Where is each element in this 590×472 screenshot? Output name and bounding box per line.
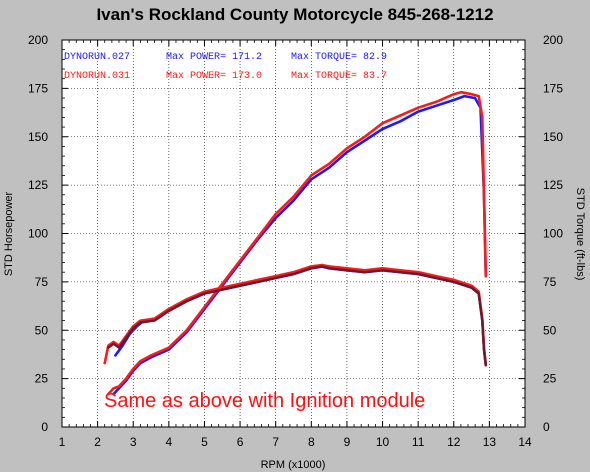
y-tick-label-left: 100	[28, 227, 48, 241]
y-tick-label-right: 175	[543, 81, 563, 95]
series-line-power	[112, 94, 488, 396]
x-tick-label: 11	[412, 435, 425, 449]
x-tick-label: 2	[94, 435, 101, 449]
legend: DYNORUN.027 Max POWER= 171.2 Max TORQUE= 8…	[64, 52, 387, 82]
x-tick-label: 10	[376, 435, 390, 449]
series-layer	[103, 90, 488, 396]
series-line-torque	[103, 263, 488, 367]
x-tick-label: 3	[130, 435, 137, 449]
series-line-power	[107, 90, 488, 396]
x-tick-label: 9	[344, 435, 351, 449]
x-tick-label: 4	[166, 435, 173, 449]
chart-title: Ivan's Rockland County Motorcycle 845-26…	[96, 5, 493, 24]
legend-entry: Max TORQUE= 83.7	[291, 71, 387, 82]
x-axis-label: RPM (x1000)	[261, 459, 326, 471]
series-line-torque-overlay	[107, 265, 487, 367]
y-tick-label-left: 50	[35, 323, 49, 337]
y-tick-label-right: 100	[543, 227, 563, 241]
x-tick-label: 5	[201, 435, 208, 449]
y-tick-label-left: 125	[28, 178, 48, 192]
y-tick-label-right: 200	[543, 33, 563, 47]
y-tick-label-right: 125	[543, 178, 563, 192]
y-tick-label-left: 150	[28, 130, 48, 144]
plot-border	[61, 39, 526, 428]
legend-entry: Max POWER= 173.0	[166, 71, 262, 82]
y-tick-label-left: 25	[35, 372, 49, 386]
x-tick-label: 14	[518, 435, 532, 449]
legend-entry: Max POWER= 171.2	[166, 52, 262, 63]
x-tick-labels: 1 2 3 4 5 6 7 8 9 10 11 12 13 14	[59, 435, 532, 449]
y-tick-label-left: 0	[41, 420, 48, 434]
legend-entry: DYNORUN.027	[64, 52, 130, 63]
x-tick-label: 8	[308, 435, 315, 449]
y-tick-label-left: 175	[28, 81, 48, 95]
y-axis-label-right: STD Torque (ft-lbs)	[574, 188, 586, 281]
x-tick-label: 1	[59, 435, 66, 449]
legend-entry: DYNORUN.031	[64, 71, 130, 82]
y-tick-labels-left: 0 25 50 75 100 125 150 175 200	[28, 33, 48, 434]
y-tick-label-right: 150	[543, 130, 563, 144]
y-axis-label-left: STD Horsepower	[3, 191, 15, 276]
x-tick-label: 7	[272, 435, 279, 449]
x-tick-label: 6	[237, 435, 244, 449]
legend-entry: Max TORQUE= 82.9	[291, 52, 387, 63]
y-tick-label-right: 25	[543, 372, 557, 386]
grid	[62, 40, 525, 427]
y-tick-label-left: 200	[28, 33, 48, 47]
y-tick-label-right: 75	[543, 275, 557, 289]
y-tick-labels-right: 0 25 50 75 100 125 150 175 200	[543, 33, 563, 434]
y-tick-label-right: 50	[543, 323, 557, 337]
x-tick-label: 12	[447, 435, 461, 449]
y-tick-label-left: 75	[35, 275, 49, 289]
annotation-text: Same as above with Ignition module	[104, 390, 425, 412]
x-tick-label: 13	[483, 435, 497, 449]
y-tick-label-right: 0	[543, 420, 550, 434]
